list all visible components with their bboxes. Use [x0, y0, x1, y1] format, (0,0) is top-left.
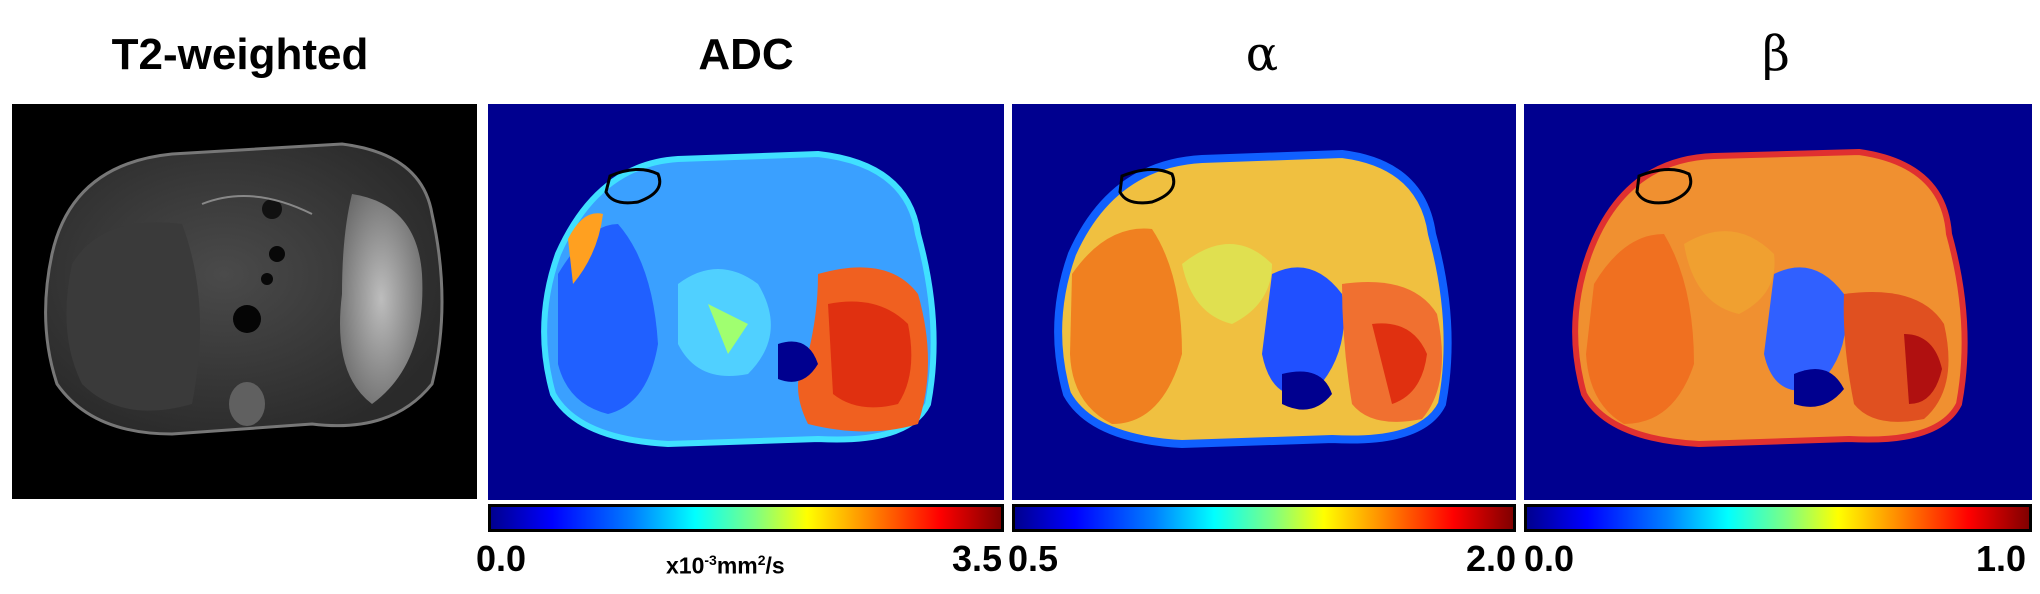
beta-map-image [1524, 104, 2032, 500]
alpha-colorbar [1012, 504, 1516, 532]
panel-title-t2: T2-weighted [111, 30, 369, 79]
panel-title-alpha: α [1245, 26, 1279, 82]
adc-colorbar-unit: x10-3mm2/s [666, 552, 785, 579]
adc-colorbar-max: 3.5 [952, 538, 1003, 579]
beta-colorbar-max: 1.0 [1976, 538, 2027, 579]
adc-colorbar [488, 504, 1004, 532]
alpha-colorbar-min: 0.5 [1008, 538, 1059, 579]
adc-colorbar-min: 0.0 [476, 538, 527, 579]
adc-map-image [488, 104, 1004, 500]
panel-title-adc: ADC [698, 30, 794, 79]
alpha-map-image [1012, 104, 1516, 500]
beta-colorbar [1524, 504, 2032, 532]
beta-colorbar-min: 0.0 [1524, 538, 1575, 579]
panel-title-beta: β [1762, 26, 1790, 82]
t2-weighted-image [12, 104, 477, 499]
alpha-colorbar-max: 2.0 [1466, 538, 1517, 579]
